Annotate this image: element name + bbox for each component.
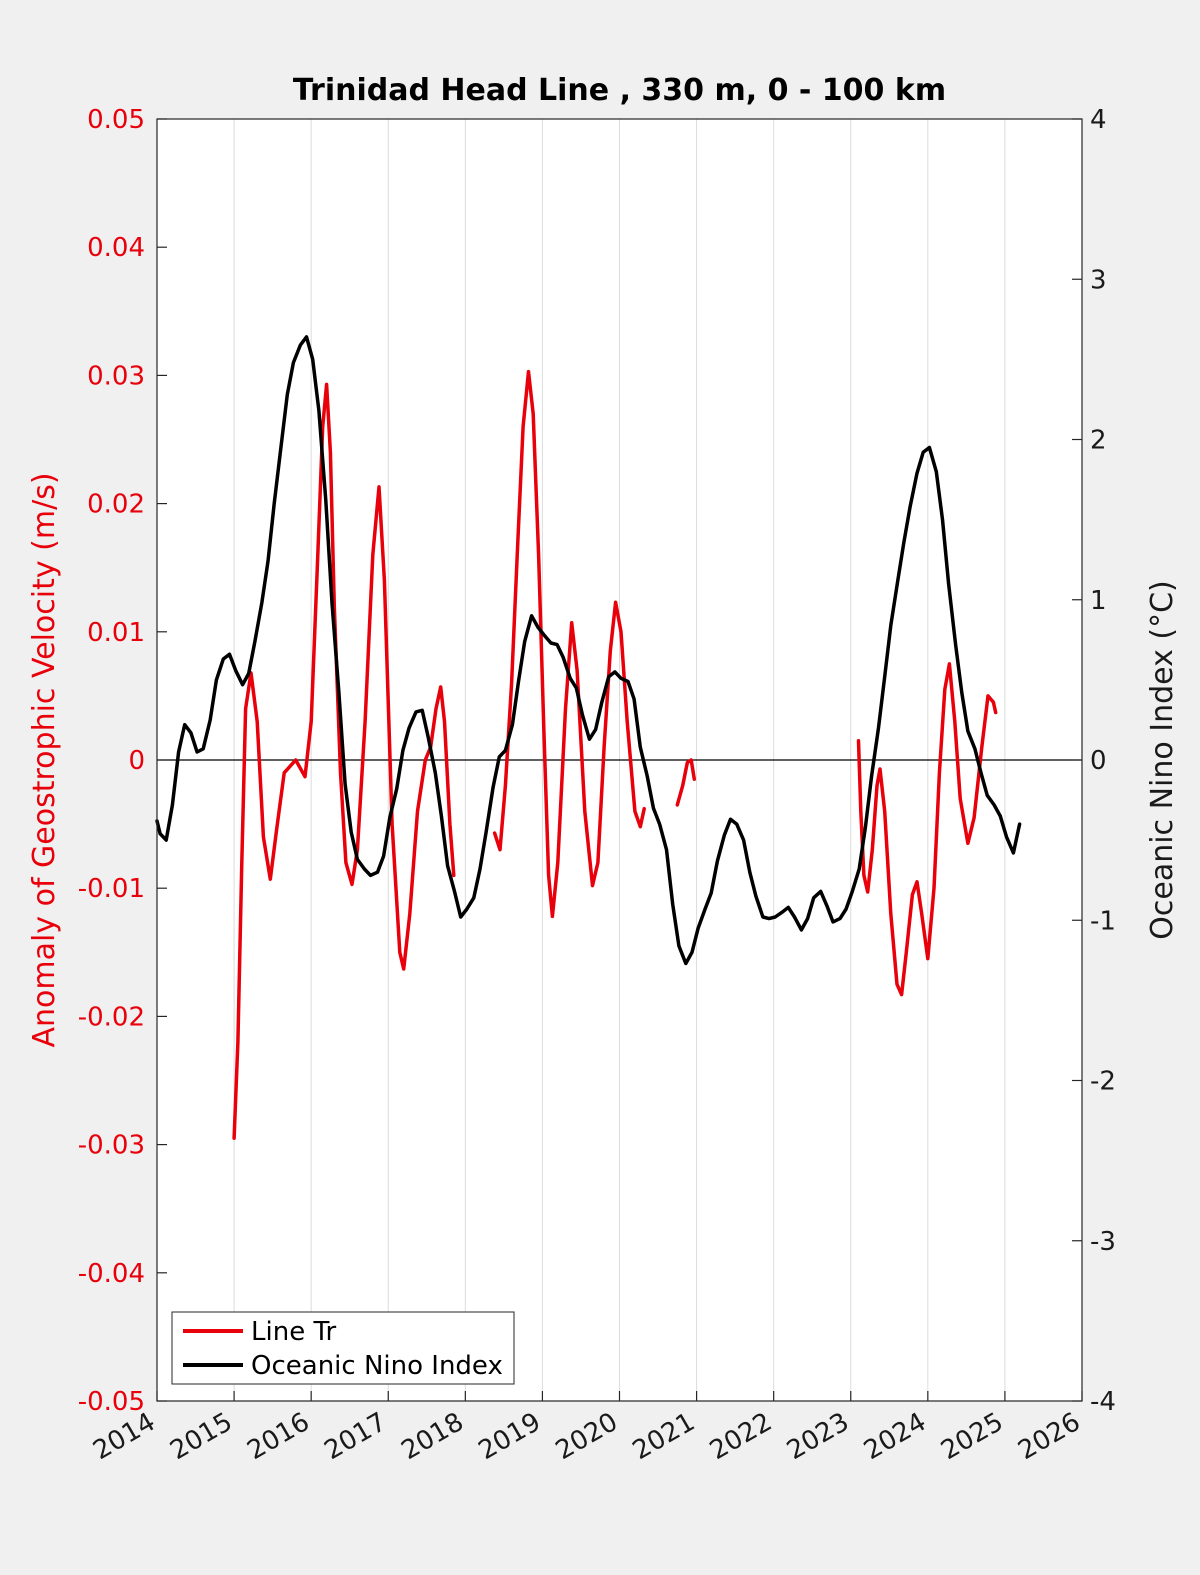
y-right-tick-label: 4	[1090, 105, 1107, 135]
y-right-tick-label: 1	[1090, 586, 1107, 616]
series-line-tr	[232, 382, 456, 1140]
y-axis-left-label: Anomaly of Geostrophic Velocity (m/s)	[27, 472, 62, 1047]
y-right-tick-label: -4	[1090, 1387, 1116, 1417]
y-right-tick-label: -1	[1090, 906, 1116, 936]
x-tick-label: 2019	[474, 1407, 546, 1466]
y-left-tick-label: -0.05	[78, 1387, 145, 1417]
legend-label-line-tr: Line Tr	[251, 1317, 337, 1347]
x-tick-label: 2021	[628, 1407, 700, 1466]
y-right-tick-label: 0	[1090, 746, 1107, 776]
legend-box	[171, 1311, 515, 1385]
y-right-tick-label: -2	[1090, 1067, 1116, 1097]
x-tick-label: 2016	[242, 1407, 314, 1466]
x-tick-label: 2020	[551, 1407, 623, 1466]
x-tick-label: 2024	[859, 1407, 931, 1466]
y-left-tick-label: -0.02	[78, 1002, 145, 1032]
series-line-tr	[492, 369, 646, 919]
y-left-tick-label: 0.05	[87, 105, 145, 135]
y-left-tick-label: 0.02	[87, 490, 145, 520]
y-left-tick-label: 0.03	[87, 361, 145, 391]
series-oni	[155, 335, 1022, 966]
series-line-tr	[675, 758, 697, 807]
series-layer	[155, 335, 1022, 1140]
series-line-tr	[856, 662, 998, 997]
y-left-tick-label: -0.01	[78, 874, 145, 904]
y-left-tick-label: 0	[128, 746, 145, 776]
chart-title: Trinidad Head Line , 330 m, 0 - 100 km	[293, 73, 946, 108]
y-right-tick-label: 2	[1090, 426, 1107, 456]
x-tick-label: 2025	[936, 1407, 1008, 1466]
y-left-tick-label: 0.04	[87, 233, 145, 263]
legend-label-oni: Oceanic Nino Index	[251, 1351, 503, 1381]
y-axis-right-label: Oceanic Nino Index (°C)	[1145, 580, 1180, 940]
x-tick-label: 2015	[165, 1407, 237, 1466]
x-tick-label: 2018	[397, 1407, 469, 1466]
x-tick-label: 2022	[705, 1407, 777, 1466]
y-left-tick-label: 0.01	[87, 618, 145, 648]
legend: Line Tr Oceanic Nino Index	[171, 1311, 515, 1385]
x-tick-label: 2017	[319, 1407, 391, 1466]
y-right-tick-label: -3	[1090, 1227, 1116, 1257]
x-tick-label: 2026	[1013, 1407, 1085, 1466]
y-right-tick-label: 3	[1090, 265, 1107, 295]
x-tick-label: 2023	[782, 1407, 854, 1466]
axis-ticks	[156, 118, 1083, 1402]
y-left-tick-label: -0.04	[78, 1259, 145, 1289]
y-left-tick-label: -0.03	[78, 1131, 145, 1161]
